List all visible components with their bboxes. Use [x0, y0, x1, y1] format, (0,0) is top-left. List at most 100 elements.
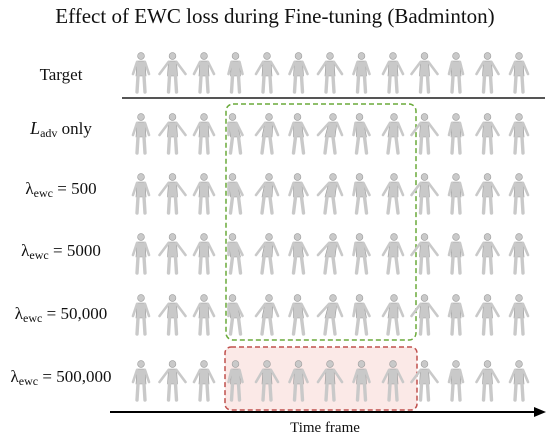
- human-figure: [158, 52, 187, 94]
- human-figure: [192, 52, 216, 94]
- label-suffix: only: [57, 119, 92, 138]
- human-figure: [131, 113, 151, 155]
- row-label-ewc-500000: λewc = 500,000: [0, 366, 122, 389]
- human-figure: [254, 52, 280, 94]
- human-figure: [508, 294, 530, 336]
- row-label-adv-only: Ladv only: [0, 118, 122, 141]
- label-prefix: λ: [10, 367, 19, 386]
- human-figure: [316, 173, 344, 215]
- human-figure: [475, 52, 500, 94]
- human-figure: [475, 233, 500, 275]
- human-figure: [447, 173, 465, 215]
- human-figure: [381, 360, 405, 402]
- label-subscript: adv: [40, 126, 58, 140]
- human-figure: [475, 294, 500, 336]
- human-figure: [352, 360, 371, 402]
- human-figure: [410, 173, 439, 215]
- figure-strip-ewc-50000: [131, 294, 530, 336]
- human-figure: [410, 294, 439, 336]
- label-prefix: λ: [21, 241, 30, 260]
- human-figure: [410, 360, 439, 402]
- label-prefix: λ: [25, 179, 34, 198]
- human-figure: [410, 113, 439, 155]
- label-suffix: = 500: [52, 179, 97, 198]
- human-figure: [447, 294, 465, 336]
- label-suffix: = 5000: [48, 241, 101, 260]
- human-figure: [288, 233, 309, 275]
- human-figure: [254, 360, 280, 402]
- human-figure: [254, 173, 280, 215]
- human-figure: [475, 113, 500, 155]
- human-figure: [227, 360, 244, 402]
- human-figure: [381, 233, 405, 275]
- human-figure: [254, 233, 280, 275]
- human-figure: [316, 294, 344, 336]
- label-subscript: ewc: [18, 374, 39, 388]
- human-figure: [254, 113, 280, 155]
- label-subscript: ewc: [23, 311, 43, 325]
- figure-strip-ewc-5000: [131, 233, 530, 275]
- human-figure: [192, 173, 216, 215]
- human-figure: [192, 360, 216, 402]
- human-figure: [352, 233, 371, 275]
- human-figure: [410, 52, 439, 94]
- human-figure: [508, 113, 530, 155]
- time-axis-label: Time frame: [290, 420, 360, 436]
- human-figure: [288, 173, 309, 215]
- human-figure: [192, 113, 216, 155]
- human-figure: [192, 233, 216, 275]
- green-highlight-box: [225, 103, 417, 341]
- human-figure: [475, 360, 500, 402]
- label-subscript: ewc: [29, 248, 49, 262]
- human-figure: [475, 173, 500, 215]
- human-figure: [227, 113, 244, 155]
- human-figure: [352, 173, 371, 215]
- human-figure: [158, 360, 187, 402]
- human-figure: [381, 173, 405, 215]
- human-figure: [131, 233, 151, 275]
- human-figure: [158, 294, 187, 336]
- human-figure: [131, 52, 151, 94]
- human-figure: [508, 360, 530, 402]
- human-figure: [227, 233, 244, 275]
- human-figure: [381, 52, 405, 94]
- human-figure: [447, 360, 465, 402]
- label-subscript: ewc: [33, 186, 53, 200]
- human-figure: [131, 294, 151, 336]
- row-label-ewc-5000: λewc = 5000: [0, 240, 122, 263]
- human-figure: [288, 294, 309, 336]
- human-figure: [352, 52, 371, 94]
- figure-strip-ewc-500000: [131, 360, 530, 402]
- figure-title: Effect of EWC loss during Fine-tuning (B…: [55, 4, 495, 28]
- human-figure: [381, 113, 405, 155]
- label-script-symbol: L: [30, 118, 41, 138]
- row-label-ewc-50000: λewc = 50,000: [0, 303, 122, 326]
- time-axis-arrowhead: [534, 407, 546, 417]
- human-figure: [227, 294, 244, 336]
- human-figure: [158, 113, 187, 155]
- human-figure: [508, 52, 530, 94]
- human-figure: [508, 233, 530, 275]
- human-figure: [192, 294, 216, 336]
- human-figure: [316, 52, 344, 94]
- label-prefix: Target: [39, 65, 83, 84]
- label-suffix: = 50,000: [42, 304, 108, 323]
- human-figure: [288, 360, 309, 402]
- human-figure: [288, 52, 309, 94]
- human-figure: [158, 173, 187, 215]
- human-figure: [254, 294, 280, 336]
- human-figure: [352, 113, 371, 155]
- human-figure: [381, 294, 405, 336]
- human-figure: [227, 173, 244, 215]
- figure-strip-adv-only: [131, 113, 530, 155]
- human-figure: [447, 113, 465, 155]
- human-figure: [158, 233, 187, 275]
- human-figure: [131, 173, 151, 215]
- human-figure: [352, 294, 371, 336]
- label-suffix: = 500,000: [38, 367, 112, 386]
- human-figure: [447, 52, 465, 94]
- figure-strip-target: [131, 52, 530, 94]
- label-prefix: λ: [14, 304, 24, 323]
- row-label-target: Target: [0, 64, 122, 87]
